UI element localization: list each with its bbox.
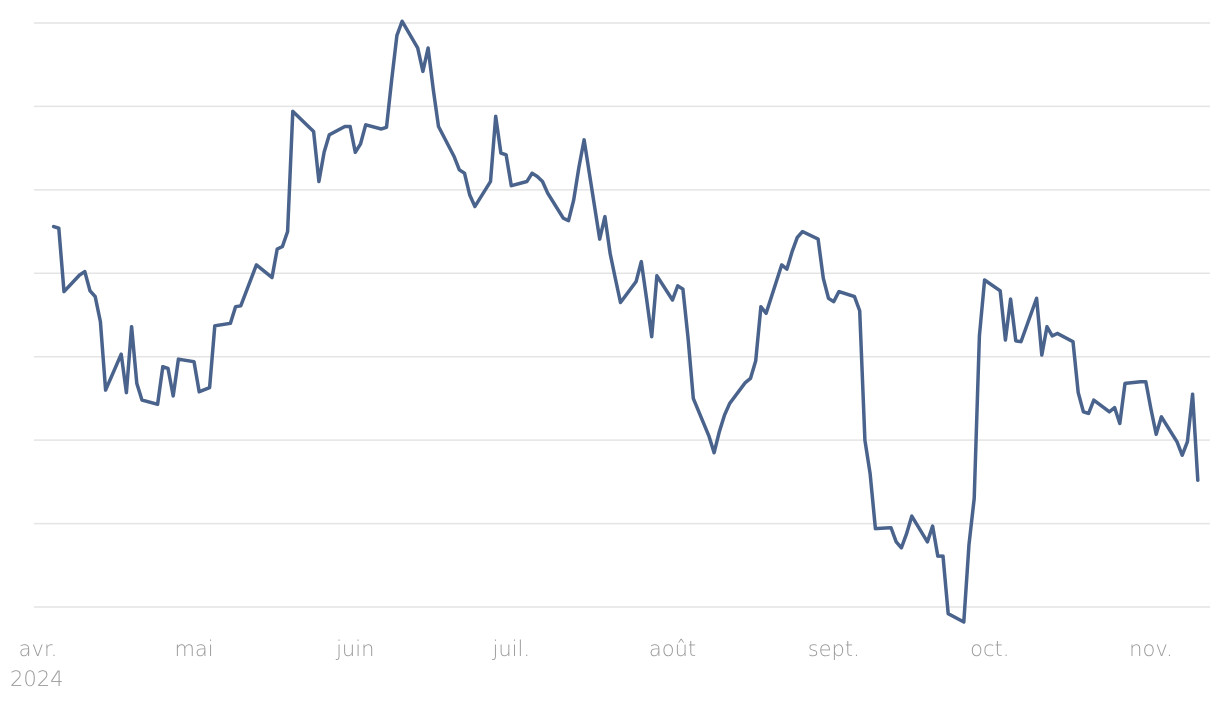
series-line-0	[51, 19, 1200, 624]
x-tick-label-7: nov.	[1129, 637, 1173, 661]
x-axis-year-label: 2024	[10, 667, 63, 691]
x-tick-label-2: juin	[335, 637, 374, 661]
series-group	[51, 19, 1200, 624]
x-tick-label-1: mai	[174, 637, 213, 661]
x-tick-label-6: oct.	[970, 637, 1009, 661]
x-tick-label-0: avr.	[19, 637, 58, 661]
horizontal-gridlines	[34, 22, 1210, 608]
x-tick-label-3: juil.	[492, 637, 531, 661]
x-tick-label-5: sept.	[808, 637, 860, 661]
x-tick-label-4: août	[649, 637, 696, 661]
x-axis-tick-labels: avr. mai juin juil. août sept. oct. nov.	[19, 637, 1173, 661]
